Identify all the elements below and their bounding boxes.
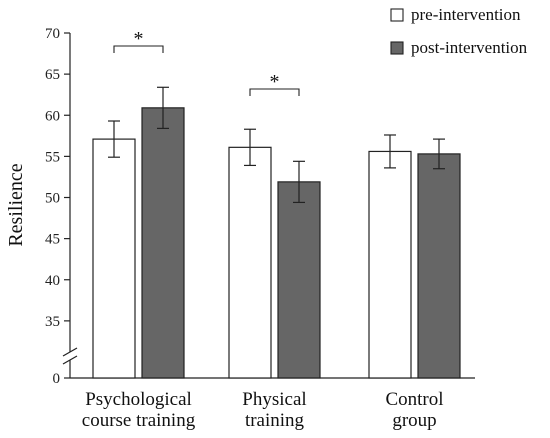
y-tick-label: 60 xyxy=(45,108,60,124)
bar-post-1 xyxy=(277,181,321,379)
y-tick-label: 40 xyxy=(45,273,60,289)
category-label: Psychological xyxy=(85,389,192,410)
significance-bracket xyxy=(249,88,300,96)
significance-star: * xyxy=(134,28,144,50)
axis-break-mark xyxy=(62,355,78,365)
y-axis-label: Resilience xyxy=(5,163,27,246)
bar-pre-2 xyxy=(368,150,412,379)
y-axis: 35 40 45 50 55 60 65 70 0 xyxy=(45,26,475,387)
bar-post-2 xyxy=(417,153,461,379)
y-tick-label-origin: 0 xyxy=(53,371,61,387)
y-tick-label: 65 xyxy=(45,67,60,83)
legend-label: pre-intervention xyxy=(411,5,521,24)
legend-swatch-pre xyxy=(390,8,404,22)
significance-markers: ** xyxy=(113,28,300,96)
category-label: Control xyxy=(385,389,443,410)
error-bars xyxy=(108,86,445,204)
y-tick-label: 50 xyxy=(45,191,60,207)
axis-break-mark xyxy=(62,347,78,357)
legend-label: post-intervention xyxy=(411,38,528,57)
category-label: group xyxy=(392,410,436,431)
y-tick-label: 70 xyxy=(45,26,60,42)
bar-post-0 xyxy=(141,107,185,379)
significance-bracket xyxy=(113,45,164,53)
category-label: course training xyxy=(82,410,196,431)
legend-swatch-post xyxy=(390,41,404,55)
y-tick-label: 35 xyxy=(45,314,60,330)
y-tick-label: 45 xyxy=(45,232,60,248)
y-tick-label: 55 xyxy=(45,149,60,165)
bars xyxy=(92,107,461,379)
bar-pre-0 xyxy=(92,138,136,379)
category-label: training xyxy=(245,410,305,431)
category-label: Physical xyxy=(242,389,306,410)
bar-pre-1 xyxy=(228,146,272,379)
significance-star: * xyxy=(270,71,280,93)
legend: pre-intervention post-intervention xyxy=(390,5,528,57)
